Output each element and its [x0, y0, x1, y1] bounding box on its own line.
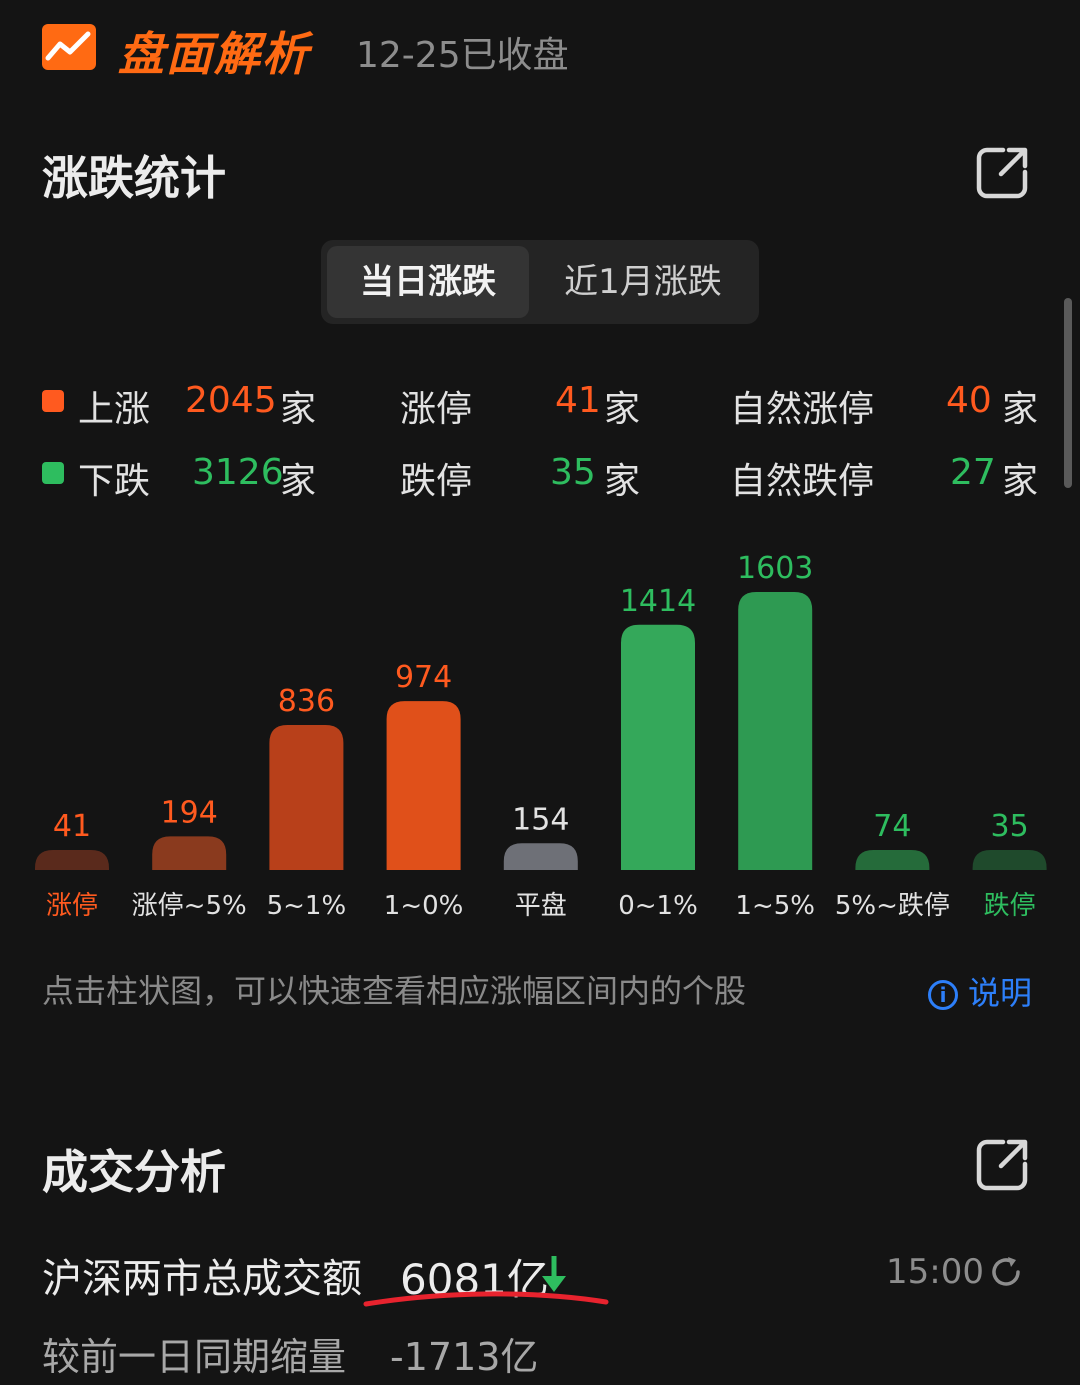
bar-category-label: 涨停: [46, 891, 98, 921]
rise-fall-title: 涨跌统计: [42, 151, 226, 205]
distribution-bar-chart[interactable]: 41 涨停 194 涨停~5% 836 5~1% 974 1~0% 154 平盘 1414 0~1% 1…: [0, 530, 1080, 930]
chart-bar[interactable]: [738, 592, 813, 870]
total-turnover-label: 沪深两市总成交额: [42, 1256, 362, 1302]
natural-limit-down-label: 自然跌停: [730, 461, 875, 502]
bar-value-label: 154: [512, 802, 569, 837]
bar-category-label: 平盘: [515, 891, 567, 921]
unit-label: 家: [604, 461, 641, 502]
share-icon[interactable]: [975, 1136, 1031, 1192]
update-time: 15:00: [886, 1252, 984, 1292]
bar-category-label: 0~1%: [618, 891, 698, 921]
fall-count: 3126: [192, 452, 284, 493]
down-arrow-icon: [540, 1254, 568, 1294]
unit-label: 家: [280, 389, 317, 430]
natural-limit-up-count: 40: [946, 380, 992, 421]
chart-bar[interactable]: [972, 850, 1047, 870]
refresh-icon[interactable]: [988, 1254, 1024, 1290]
natural-limit-down-count: 27: [950, 452, 996, 493]
bar-category-label: 1~0%: [384, 891, 464, 921]
tab-month[interactable]: 近1月涨跌: [564, 262, 722, 302]
bar-category-label: 涨停~5%: [132, 891, 247, 921]
compare-value: -1713亿: [390, 1335, 539, 1379]
fall-legend-marker: [42, 462, 64, 484]
bar-value-label: 41: [53, 809, 91, 844]
unit-label: 家: [1002, 461, 1039, 502]
unit-label: 家: [280, 461, 317, 502]
chart-bar[interactable]: [386, 701, 461, 870]
limit-up-label: 涨停: [400, 389, 473, 430]
chart-bar[interactable]: [621, 624, 695, 870]
period-tabs: 当日涨跌 近1月涨跌: [321, 240, 759, 324]
bar-category-label: 1~5%: [735, 891, 815, 921]
help-link[interactable]: i 说明: [928, 968, 1032, 1014]
chart-bar[interactable]: [152, 836, 227, 870]
bar-value-label: 1414: [620, 584, 696, 619]
bar-category-label: 5%~跌停: [835, 891, 950, 921]
scrollbar[interactable]: [1064, 298, 1072, 488]
compare-label: 较前一日同期缩量: [42, 1335, 347, 1379]
chart-hint: 点击柱状图，可以快速查看相应涨幅区间内的个股: [42, 972, 747, 1010]
app-title: 盘面解析: [118, 27, 310, 81]
limit-down-label: 跌停: [400, 461, 473, 502]
bar-category-label: 5~1%: [267, 891, 347, 921]
unit-label: 家: [1002, 389, 1039, 430]
rise-label: 上涨: [78, 389, 151, 430]
bar-category-label: 跌停: [984, 891, 1036, 921]
rise-count: 2045: [185, 380, 277, 421]
chart-bar[interactable]: [503, 843, 578, 870]
share-icon[interactable]: [975, 144, 1031, 200]
fall-label: 下跌: [78, 461, 151, 502]
turnover-title: 成交分析: [42, 1145, 226, 1199]
limit-up-count: 41: [555, 380, 601, 421]
bar-value-label: 836: [278, 684, 335, 719]
info-icon: i: [928, 980, 958, 1010]
bar-value-label: 35: [991, 809, 1029, 844]
chart-bar[interactable]: [269, 725, 344, 870]
bar-value-label: 194: [161, 795, 218, 830]
bar-value-label: 74: [873, 809, 911, 844]
rise-legend-marker: [42, 390, 64, 412]
unit-label: 家: [604, 389, 641, 430]
tab-today[interactable]: 当日涨跌: [327, 246, 529, 318]
bar-value-label: 974: [395, 660, 452, 695]
natural-limit-up-label: 自然涨停: [730, 389, 875, 430]
help-label: 说明: [968, 974, 1033, 1012]
bar-value-label: 1603: [737, 551, 813, 586]
chart-bar[interactable]: [855, 850, 930, 870]
market-status: 12-25已收盘: [356, 35, 569, 76]
handwritten-underline: [360, 1282, 612, 1312]
trend-chart-icon: [42, 24, 96, 70]
limit-down-count: 35: [550, 452, 596, 493]
chart-bar[interactable]: [35, 850, 109, 870]
